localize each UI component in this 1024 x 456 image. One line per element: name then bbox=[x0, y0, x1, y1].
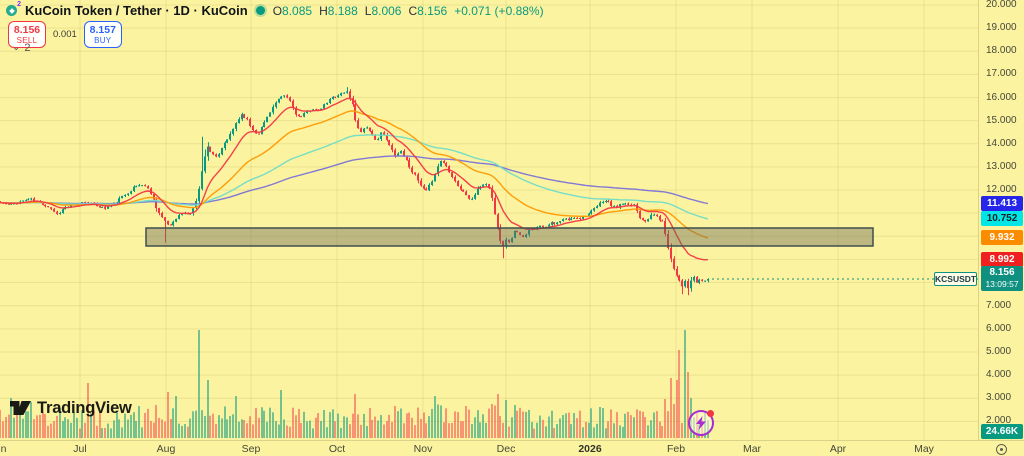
moving-average-lines bbox=[0, 97, 709, 261]
ma-fast-price-badge: 8.992 bbox=[981, 252, 1023, 268]
price-tick-label: 3.000 bbox=[986, 392, 1012, 404]
chevron-down-icon: ⌄ bbox=[12, 42, 21, 53]
price-tick-label: 14.000 bbox=[986, 137, 1017, 149]
candles bbox=[0, 87, 709, 296]
volume-bars bbox=[0, 330, 709, 438]
time-tick-label: Dec bbox=[496, 443, 516, 455]
current-price-badge: 8.156 13:09:57 bbox=[981, 266, 1023, 292]
chart-legend: 2 KuCoin Token / Tether · 1D · KuCoin O8… bbox=[6, 1, 544, 18]
price-tick-label: 16.000 bbox=[986, 91, 1017, 103]
time-tick-label: Jun bbox=[0, 443, 7, 455]
notification-dot bbox=[707, 410, 714, 417]
volume-badge: 24.66K bbox=[981, 424, 1023, 439]
grid-lines bbox=[0, 0, 978, 440]
market-status-icon[interactable] bbox=[255, 6, 265, 15]
spread-value: 0.001 bbox=[53, 29, 77, 40]
ma-mid-price-badge: 9.932 bbox=[981, 230, 1023, 246]
price-tick-label: 19.000 bbox=[986, 22, 1017, 34]
indicators-collapse-toggle[interactable]: ⌄ 2 bbox=[12, 42, 31, 54]
price-chart-pane[interactable]: 2 KuCoin Token / Tether · 1D · KuCoin O8… bbox=[0, 0, 978, 440]
zone-group bbox=[145, 227, 874, 247]
time-axis[interactable]: Jun Jul Aug Sep Oct Nov Dec 2026 Feb Mar Apr May bbox=[0, 440, 1024, 456]
symbol-title[interactable]: KuCoin Token / Tether · 1D · KuCoin bbox=[25, 3, 248, 18]
ma-slowest-line bbox=[0, 155, 709, 205]
ma-mid-line bbox=[0, 110, 709, 239]
ma-slowest-price-badge: 11.413 bbox=[981, 196, 1023, 212]
price-axis[interactable]: 24.66K 2.0003.0004.0005.0006.0007.0008.0… bbox=[978, 0, 1024, 440]
price-tick-label: 4.000 bbox=[986, 369, 1012, 381]
price-tick-label: 20.000 bbox=[986, 0, 1017, 10]
time-axis-settings-icon[interactable] bbox=[996, 444, 1007, 455]
price-tick-label: 12.000 bbox=[986, 184, 1017, 196]
price-change: +0.071 (+0.88%) bbox=[454, 3, 544, 18]
time-tick-label: Nov bbox=[413, 443, 433, 455]
price-tick-label: 7.000 bbox=[986, 299, 1012, 311]
indicators-count: 2 bbox=[24, 42, 31, 54]
trade-buttons: 8.156 SELL 0.001 8.157 BUY bbox=[8, 21, 122, 48]
price-tick-label: 6.000 bbox=[986, 322, 1012, 334]
price-tick-label: 13.000 bbox=[986, 160, 1017, 172]
event-flash-icon[interactable] bbox=[688, 410, 714, 436]
time-tick-label: 2026 bbox=[578, 443, 602, 455]
candlestick-chart[interactable] bbox=[0, 0, 978, 440]
time-tick-label: Apr bbox=[829, 443, 847, 455]
buy-button[interactable]: 8.157 BUY bbox=[83, 21, 122, 48]
ma-fast-line bbox=[0, 97, 708, 261]
ohlc-values: O8.085 H8.188 L8.006 C8.156 +0.071 (+0.8… bbox=[272, 3, 544, 18]
tradingview-logo-icon bbox=[10, 401, 31, 415]
ma-slow-price-badge: 10.752 bbox=[981, 211, 1023, 227]
watermark-text: TradingView bbox=[37, 398, 132, 417]
tradingview-watermark: TradingView bbox=[9, 398, 132, 418]
price-tick-label: 18.000 bbox=[986, 45, 1017, 57]
price-tick-label: 17.000 bbox=[986, 68, 1017, 80]
time-tick-label: Feb bbox=[666, 443, 686, 455]
price-tick-label: 5.000 bbox=[986, 345, 1012, 357]
supply-zone-rectangle[interactable] bbox=[145, 227, 874, 247]
time-tick-label: Oct bbox=[328, 443, 346, 455]
time-tick-label: Sep bbox=[241, 443, 261, 455]
price-tick-label: 15.000 bbox=[986, 114, 1017, 126]
time-tick-label: Jul bbox=[73, 443, 87, 455]
price-tick-label: 2.000 bbox=[986, 415, 1012, 427]
kucoin-exchange-logo-icon: 2 bbox=[6, 1, 21, 17]
bar-countdown: 13:09:57 bbox=[985, 279, 1019, 290]
time-tick-label: May bbox=[914, 443, 934, 455]
symbol-price-line-label: KCSUSDT bbox=[934, 271, 977, 286]
time-tick-label: Aug bbox=[156, 443, 176, 455]
logo-superscript: 2 bbox=[17, 1, 21, 8]
sell-button[interactable]: 8.156 SELL bbox=[8, 21, 46, 48]
time-tick-label: Mar bbox=[742, 443, 762, 455]
